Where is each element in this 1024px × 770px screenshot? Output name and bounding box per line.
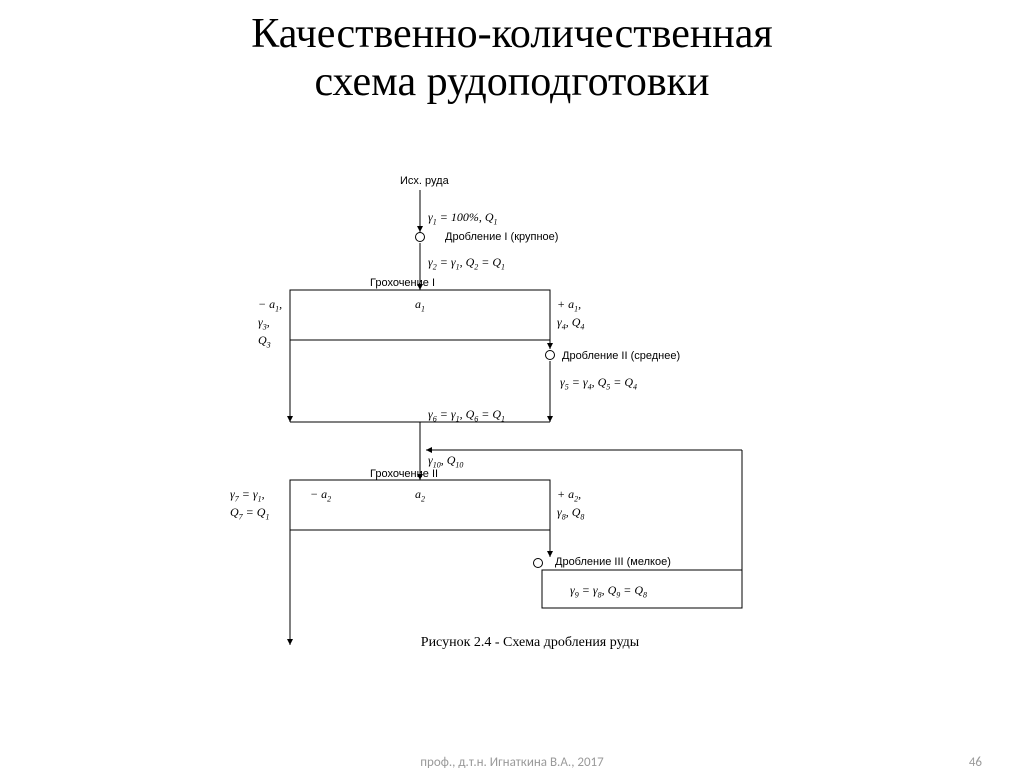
plus-a1: + a1,: [557, 297, 581, 313]
gamma9: γ9 = γ8, Q9 = Q8: [570, 583, 647, 599]
minus-a1: − a1,: [258, 297, 282, 313]
slide-title: Качественно-количественная схема рудопод…: [0, 0, 1024, 107]
gamma1: γ1 = 100%, Q1: [428, 210, 498, 226]
title-line2: схема рудоподготовки: [314, 59, 709, 105]
gamma2: γ2 = γ1, Q2 = Q1: [428, 255, 505, 271]
gamma4: γ4, Q4: [557, 315, 584, 331]
flowchart-lines: [260, 175, 800, 665]
screen2-label: Грохочение II: [370, 468, 438, 480]
crusher2-label: Дробление II (среднее): [562, 350, 680, 362]
flowchart-diagram: Исх. руда γ1 = 100%, Q1 Дробление I (кру…: [260, 175, 800, 665]
footer-author: проф., д.т.н. Игнаткина В.А., 2017: [0, 755, 1024, 770]
figure-caption: Рисунок 2.4 - Схема дробления руды: [260, 635, 800, 651]
plus-a2: + a2,: [557, 487, 581, 503]
feed-label: Исх. руда: [400, 175, 449, 187]
a2-center: a2: [415, 487, 425, 503]
crusher2-node: [545, 350, 555, 360]
screen1-label: Грохочение I: [370, 277, 435, 289]
gamma6: γ6 = γ1, Q6 = Q1: [428, 407, 505, 423]
gamma3: γ3,: [258, 315, 270, 331]
gamma8: γ8, Q8: [557, 505, 584, 521]
minus-a2: − a2: [310, 487, 331, 503]
title-line1: Качественно-количественная: [251, 11, 773, 57]
gamma7-1: γ7 = γ1,: [230, 487, 265, 503]
crusher1-label: Дробление I (крупное): [445, 231, 558, 243]
gamma7-2: Q7 = Q1: [230, 505, 269, 521]
gamma10: γ10, Q10: [428, 453, 463, 469]
gamma5: γ5 = γ4, Q5 = Q4: [560, 375, 637, 391]
Q3: Q3: [258, 333, 271, 349]
crusher3-node: [533, 558, 543, 568]
page-number: 46: [969, 755, 982, 770]
crusher3-label: Дробление III (мелкое): [555, 556, 671, 568]
a1-center: a1: [415, 297, 425, 313]
crusher1-node: [415, 232, 425, 242]
